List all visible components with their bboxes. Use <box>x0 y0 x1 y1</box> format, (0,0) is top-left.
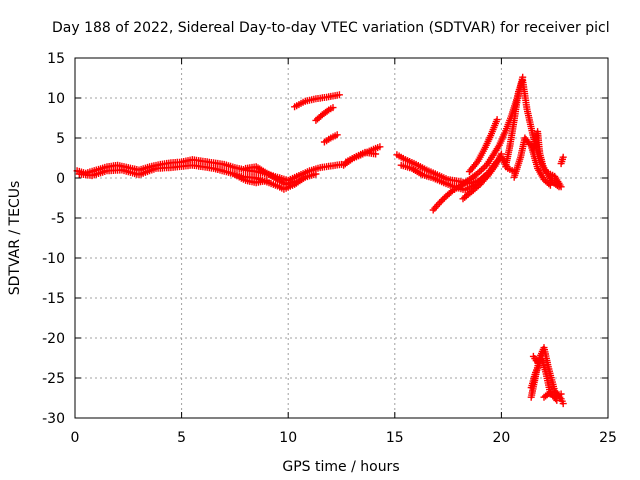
data-point <box>335 91 343 99</box>
data-point <box>557 183 565 191</box>
y-tick-label: 5 <box>56 131 65 147</box>
data-points <box>73 73 567 408</box>
data-point <box>497 150 505 158</box>
data-point <box>372 150 380 158</box>
axis-ticks <box>74 57 609 419</box>
data-point <box>439 196 447 204</box>
y-tick-label: -30 <box>42 411 65 427</box>
data-point <box>536 360 544 368</box>
data-point <box>546 181 554 189</box>
data-point <box>436 199 444 207</box>
y-tick-labels: -30 -25 -20 -15 -10 -5 0 5 10 15 <box>42 51 65 427</box>
data-point <box>291 177 299 185</box>
y-tick-label: -20 <box>42 331 65 347</box>
x-tick-labels: 0 5 10 15 20 25 <box>71 430 617 446</box>
y-tick-label: 15 <box>47 51 65 67</box>
data-point <box>545 180 553 188</box>
chart-title: Day 188 of 2022, Sidereal Day-to-day VTE… <box>52 20 610 36</box>
x-tick-label: 10 <box>279 430 297 446</box>
y-tick-label: -15 <box>42 291 65 307</box>
y-tick-label: 10 <box>47 91 65 107</box>
data-point <box>437 197 445 205</box>
data-point <box>333 131 341 139</box>
x-tick-label: 25 <box>599 430 617 446</box>
data-point <box>312 170 320 178</box>
plot-frame <box>74 57 609 419</box>
y-tick-label: -5 <box>51 211 65 227</box>
data-point <box>557 390 565 398</box>
data-point <box>559 400 567 408</box>
y-tick-label: -10 <box>42 251 65 267</box>
y-tick-label: -25 <box>42 371 65 387</box>
data-point <box>553 396 561 404</box>
x-tick-label: 0 <box>71 430 80 446</box>
x-axis-label: GPS time / hours <box>282 459 399 475</box>
data-point <box>329 104 337 112</box>
data-point <box>263 176 271 184</box>
data-point <box>493 116 501 124</box>
data-point <box>540 166 548 174</box>
data-point <box>323 107 331 115</box>
data-point <box>559 153 567 161</box>
x-tick-label: 20 <box>492 430 510 446</box>
x-tick-label: 15 <box>386 430 404 446</box>
grid <box>75 58 608 418</box>
y-tick-label: 0 <box>56 171 65 187</box>
data-point <box>447 188 455 196</box>
y-axis-label: SDTVAR / TECUs <box>7 181 23 296</box>
x-tick-label: 5 <box>177 430 186 446</box>
data-point <box>376 143 384 151</box>
data-point <box>552 395 560 403</box>
